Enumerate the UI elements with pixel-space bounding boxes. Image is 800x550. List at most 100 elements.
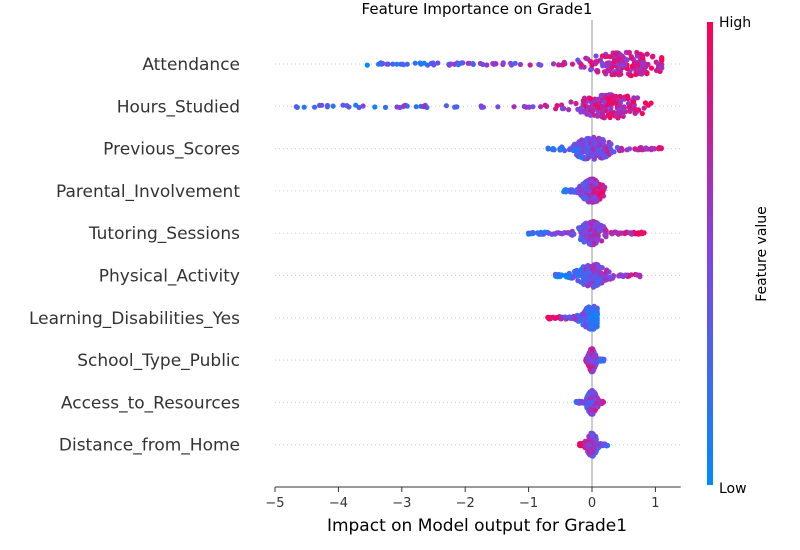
x-tick-label: −3 [392,496,411,511]
shap-point [630,99,637,105]
shap-point [301,104,307,110]
shap-point [401,103,407,109]
shap-point [607,54,613,60]
shap-point [571,231,577,237]
shap-point [580,98,587,104]
shap-point [552,271,559,277]
shap-point [648,65,655,71]
shap-point [624,93,631,99]
shap-point [397,104,403,111]
shap-point [580,149,586,155]
shap-point [294,104,300,110]
x-tick-label: −1 [519,496,538,511]
shap-point [599,60,605,66]
x-tick-label: −4 [329,496,348,511]
shap-point [417,60,423,66]
shap-point [582,194,588,200]
shap-point [601,69,608,75]
shap-point [446,62,452,68]
shap-point [604,149,611,155]
shap-point [584,234,590,240]
shap-point [317,102,323,108]
shap-point [605,96,611,102]
shap-point [443,103,449,109]
x-axis-label: Impact on Model output for Grade1 [327,516,627,536]
shap-point [594,313,600,319]
shap-point [638,51,644,57]
feature-label: Physical_Activity [99,267,240,287]
shap-point [584,444,590,450]
shap-point [550,314,556,320]
shap-point [592,407,598,413]
shap-point [609,110,615,116]
shap-point [398,61,404,67]
shap-point [648,100,654,106]
shap-point [589,358,595,364]
shap-point [517,61,524,68]
shap-point [551,147,557,153]
shap-point [585,104,591,110]
shap-point [596,442,603,448]
shap-point [635,62,641,68]
shap-point [633,71,639,78]
shap-point [384,61,390,67]
shap-point [584,150,590,156]
shap-point [626,146,633,152]
shap-point [613,51,619,57]
shap-point [382,104,389,110]
shap-point [589,394,595,400]
shap-point [589,346,595,353]
shap-point [639,231,645,237]
shap-point [581,277,587,283]
shap-point [583,322,589,328]
shap-point [591,112,597,118]
shap-point [634,95,641,101]
shap-point [530,104,536,110]
feature-label: School_Type_Public [77,351,240,371]
shap-point [587,178,594,184]
shap-point [634,49,640,56]
feature-label: Hours_Studied [117,97,240,117]
shap-point [578,109,584,115]
shap-point [575,150,581,156]
shap-point [542,102,548,108]
shap-point [591,318,597,324]
shap-point [495,104,501,110]
shap-point [480,104,486,110]
shap-point [568,99,574,105]
shap-point [569,61,576,67]
shap-point [573,100,579,107]
shap-point [600,399,606,405]
shap-point [617,52,623,58]
shap-point [659,65,665,71]
shap-point [610,94,616,100]
shap-point [588,279,595,285]
shap-point [465,60,471,66]
shap-point [578,61,584,67]
shap-point [583,271,590,277]
shap-point [613,100,619,106]
shap-point [619,230,625,236]
shap-point [622,272,629,278]
shap-point [566,107,572,113]
shap-point [521,103,527,110]
x-tick-label: 1 [651,496,659,511]
feature-labels: Attendance Hours_Studied Previous_Scores Pa… [29,55,240,456]
shap-point [593,181,599,187]
feature-label: Access_to_Resources [61,393,240,413]
shap-point [589,439,595,445]
shap-point [639,110,645,117]
row-guides [275,63,681,446]
shap-point [619,147,625,153]
shap-point [586,305,592,311]
shap-point [579,400,586,406]
shap-point [615,56,622,62]
shap-point [588,324,594,331]
shap-point [390,61,396,67]
shap-point [477,60,483,67]
feature-label: Attendance [142,55,240,75]
shap-point [587,314,593,320]
shap-point [330,103,336,109]
shap-point [619,62,625,68]
shap-point [589,152,596,158]
